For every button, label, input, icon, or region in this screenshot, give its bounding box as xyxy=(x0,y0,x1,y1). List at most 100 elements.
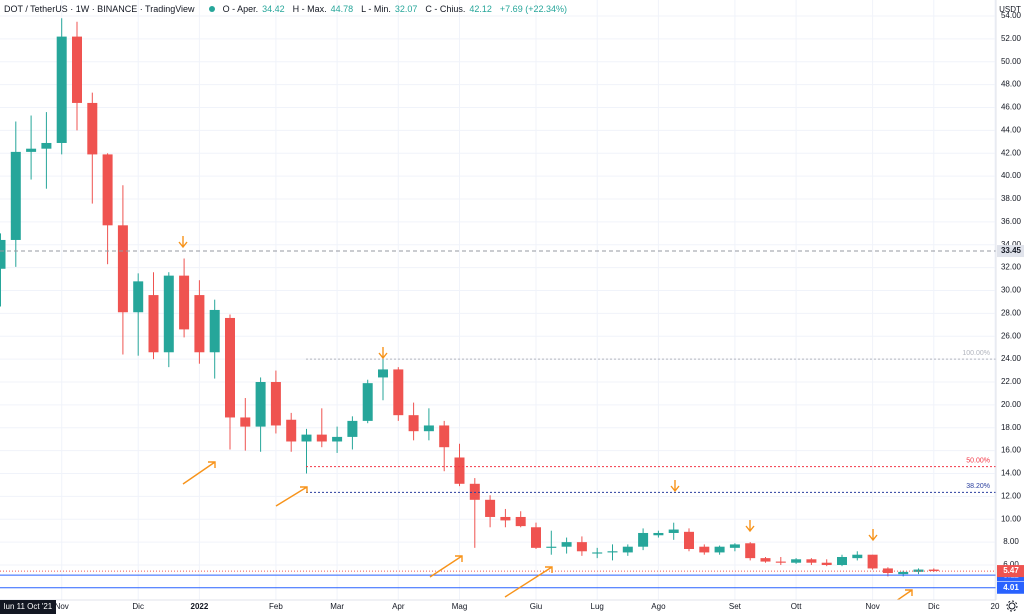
legend-label: L - Min. xyxy=(361,4,391,14)
x-tick-label: 2022 xyxy=(191,602,209,611)
price-axis-bg xyxy=(996,0,1024,614)
candle-body xyxy=(653,532,664,536)
axes: 6.00 8.00 10.00 12.00 14.00 16.00 18.00 20.00 22… xyxy=(0,11,1024,614)
legend-label: C - Chius. xyxy=(425,4,466,14)
x-tick-label: Nov xyxy=(865,602,879,611)
x-tick-label: Giu xyxy=(530,602,542,611)
candle-body xyxy=(638,532,649,547)
candle-body xyxy=(546,546,557,548)
candle-body xyxy=(393,369,404,416)
fib-label: 38.20% xyxy=(966,483,990,490)
candle-body xyxy=(485,499,496,517)
price-label-bg xyxy=(997,581,1024,594)
candle-body xyxy=(194,295,205,353)
x-tick-label: Mar xyxy=(330,602,344,611)
legend-value: 42.12 xyxy=(469,4,492,14)
y-tick-label: 20.00 xyxy=(1001,400,1022,409)
x-tick-label: Dic xyxy=(132,602,144,611)
y-tick-label: 26.00 xyxy=(1001,331,1022,340)
y-tick-label: 40.00 xyxy=(1001,171,1022,180)
candle-body xyxy=(10,151,21,240)
x-tick-label: Set xyxy=(729,602,742,611)
arrow-up-right xyxy=(182,461,216,485)
candle-body xyxy=(561,542,572,547)
arrow-down xyxy=(745,520,755,533)
x-tick-label: 20 xyxy=(991,602,1000,611)
candle-body xyxy=(255,382,266,427)
y-tick-label: 44.00 xyxy=(1001,125,1022,134)
plot: 100.00% 50.00% 38.20% xyxy=(0,18,996,589)
candle-body xyxy=(87,102,98,155)
arrow-up-right xyxy=(275,486,308,507)
candle-body xyxy=(791,559,802,563)
y-tick-label: 22.00 xyxy=(1001,377,1022,386)
legend-value: 44.78 xyxy=(330,4,354,14)
y-tick-label: 42.00 xyxy=(1001,148,1022,157)
candle-body xyxy=(699,546,710,553)
crosshair-label: lun 11 Oct '21 xyxy=(4,602,53,611)
legend-value: 32.07 xyxy=(394,4,418,14)
arrow-down xyxy=(378,347,388,360)
candle-body xyxy=(148,295,159,353)
x-tick-label: Dic xyxy=(928,602,940,611)
legend-label: O - Aper. xyxy=(222,4,259,14)
fib-label: 100.00% xyxy=(962,350,990,357)
y-tick-label: 18.00 xyxy=(1001,423,1022,432)
last-price-label: 5.47 xyxy=(1003,566,1019,575)
y-tick-label: 16.00 xyxy=(1001,446,1022,455)
candle-body xyxy=(332,436,343,442)
candle-body xyxy=(576,542,587,552)
candle-body xyxy=(56,36,67,143)
candle-body xyxy=(745,543,756,559)
y-tick-label: 12.00 xyxy=(1001,491,1022,500)
candle-body xyxy=(133,281,144,313)
arrow-up-right xyxy=(429,555,463,578)
candle-body xyxy=(500,516,511,521)
candle-body xyxy=(469,483,480,500)
settings-icon-teeth[interactable] xyxy=(1006,600,1018,612)
x-tick-label: Apr xyxy=(392,602,405,611)
x-tick-label: Mag xyxy=(452,602,468,611)
candle-body xyxy=(163,275,174,353)
x-tick-label: Ott xyxy=(791,602,802,611)
candle-body xyxy=(668,529,679,533)
candle-body xyxy=(286,419,297,442)
settings-icon-ring[interactable] xyxy=(1008,602,1016,610)
candle-body xyxy=(821,562,832,566)
candle-body xyxy=(928,569,939,572)
y-tick-label: 32.00 xyxy=(1001,263,1022,272)
legend-value: 34.42 xyxy=(262,4,285,14)
y-tick-label: 38.00 xyxy=(1001,194,1022,203)
settings-icon[interactable] xyxy=(1006,600,1018,612)
candle-body xyxy=(117,225,128,313)
candle-body xyxy=(102,154,113,226)
y-tick-label: 48.00 xyxy=(1001,80,1022,89)
candle-body xyxy=(684,531,694,549)
candle-body xyxy=(72,36,82,103)
candle-body xyxy=(362,383,373,421)
header: DOT / TetherUS · 1W · BINANCE · TradingV… xyxy=(4,4,571,14)
candle-body xyxy=(240,417,251,427)
candle-body xyxy=(867,554,878,569)
candle-body xyxy=(852,554,863,559)
symbol-title: DOT / TetherUS · 1W · BINANCE · TradingV… xyxy=(4,4,195,14)
candle-body xyxy=(775,561,786,563)
candle-body xyxy=(607,551,618,553)
candle-body xyxy=(439,425,450,448)
fib-label: 50.00% xyxy=(966,457,990,464)
x-tick-label: Feb xyxy=(269,602,283,611)
y-tick-label: 30.00 xyxy=(1001,286,1022,295)
candle-body xyxy=(837,556,847,566)
candle-body xyxy=(622,546,633,553)
y-tick-label: 54.00 xyxy=(1001,11,1022,20)
status-dot xyxy=(208,6,215,12)
candle-body xyxy=(316,434,327,442)
candle-body xyxy=(531,527,541,548)
arrow-down xyxy=(670,480,680,493)
y-tick-label: 34.00 xyxy=(1001,240,1022,249)
crosshair-label-bg xyxy=(0,600,56,614)
candle-body xyxy=(592,552,603,554)
x-tick-label: Lug xyxy=(591,602,604,611)
